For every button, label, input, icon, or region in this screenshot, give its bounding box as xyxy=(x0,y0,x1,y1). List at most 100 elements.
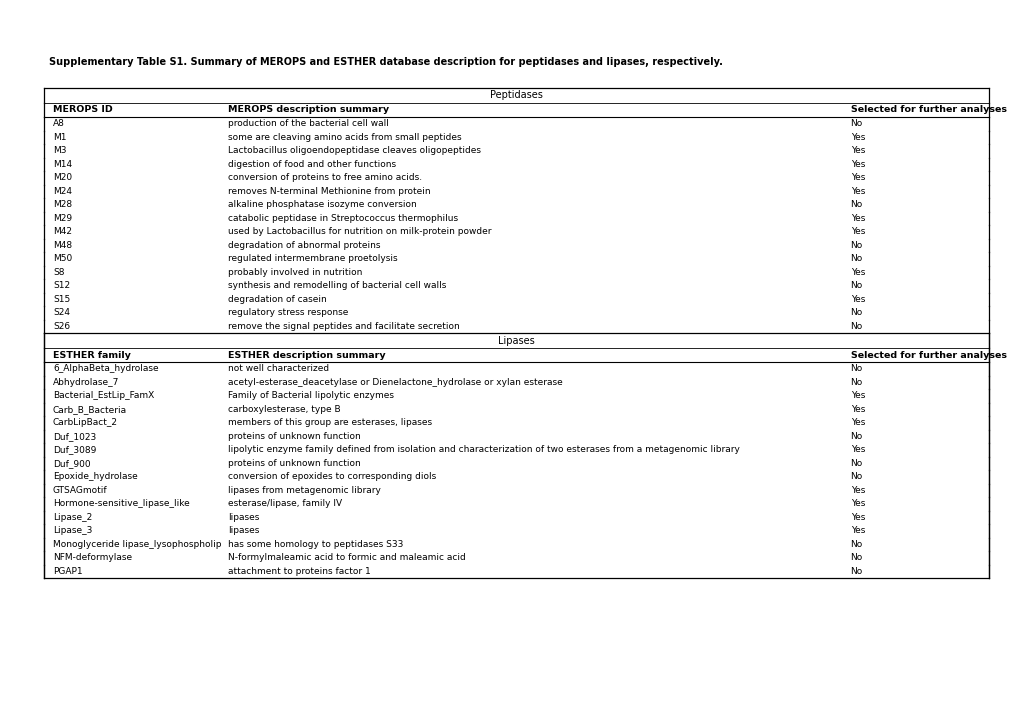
Text: CarbLipBact_2: CarbLipBact_2 xyxy=(53,418,118,427)
Text: Yes: Yes xyxy=(850,146,864,156)
Text: Yes: Yes xyxy=(850,405,864,414)
Text: members of this group are esterases, lipases: members of this group are esterases, lip… xyxy=(228,418,432,427)
Text: M1: M1 xyxy=(53,132,66,142)
Text: No: No xyxy=(850,553,862,562)
Text: MEROPS ID: MEROPS ID xyxy=(53,106,113,114)
Text: Lipases: Lipases xyxy=(497,336,535,346)
Text: lipases: lipases xyxy=(228,526,260,535)
Text: acetyl-esterase_deacetylase or Dienelactone_hydrolase or xylan esterase: acetyl-esterase_deacetylase or Dienelact… xyxy=(228,378,562,387)
Text: Selected for further analyses: Selected for further analyses xyxy=(850,106,1006,114)
Text: Yes: Yes xyxy=(850,499,864,508)
Text: GTSAGmotif: GTSAGmotif xyxy=(53,486,107,495)
Text: Yes: Yes xyxy=(850,228,864,236)
Text: Yes: Yes xyxy=(850,132,864,142)
Text: catabolic peptidase in Streptococcus thermophilus: catabolic peptidase in Streptococcus the… xyxy=(228,214,459,222)
Text: has some homology to peptidases S33: has some homology to peptidases S33 xyxy=(228,540,404,549)
Text: Yes: Yes xyxy=(850,186,864,196)
Text: S26: S26 xyxy=(53,322,70,330)
Text: M20: M20 xyxy=(53,174,72,182)
Text: Family of Bacterial lipolytic enzymes: Family of Bacterial lipolytic enzymes xyxy=(228,391,394,400)
Text: 6_AlphaBeta_hydrolase: 6_AlphaBeta_hydrolase xyxy=(53,364,158,373)
Text: Yes: Yes xyxy=(850,268,864,276)
Text: No: No xyxy=(850,540,862,549)
Text: degradation of abnormal proteins: degradation of abnormal proteins xyxy=(228,240,380,250)
Text: No: No xyxy=(850,200,862,210)
Text: Bacterial_EstLip_FamX: Bacterial_EstLip_FamX xyxy=(53,391,154,400)
Text: synthesis and remodelling of bacterial cell walls: synthesis and remodelling of bacterial c… xyxy=(228,282,446,290)
Text: S15: S15 xyxy=(53,294,70,304)
Text: Selected for further analyses: Selected for further analyses xyxy=(850,351,1006,359)
Text: M29: M29 xyxy=(53,214,72,222)
Text: No: No xyxy=(850,282,862,290)
Text: Yes: Yes xyxy=(850,418,864,427)
Text: not well characterized: not well characterized xyxy=(228,364,329,373)
Text: PGAP1: PGAP1 xyxy=(53,567,83,576)
Text: production of the bacterial cell wall: production of the bacterial cell wall xyxy=(228,120,389,128)
Text: M24: M24 xyxy=(53,186,72,196)
Text: alkaline phosphatase isozyme conversion: alkaline phosphatase isozyme conversion xyxy=(228,200,417,210)
Text: No: No xyxy=(850,378,862,387)
Text: Monoglyceride lipase_lysophospholip: Monoglyceride lipase_lysophospholip xyxy=(53,540,221,549)
Text: Yes: Yes xyxy=(850,174,864,182)
Text: N-formylmaleamic acid to formic and maleamic acid: N-formylmaleamic acid to formic and male… xyxy=(228,553,466,562)
Text: No: No xyxy=(850,432,862,441)
Text: lipases: lipases xyxy=(228,513,260,522)
Text: some are cleaving amino acids from small peptides: some are cleaving amino acids from small… xyxy=(228,132,462,142)
Text: Yes: Yes xyxy=(850,526,864,535)
Text: S8: S8 xyxy=(53,268,64,276)
Text: conversion of epoxides to corresponding diols: conversion of epoxides to corresponding … xyxy=(228,472,436,481)
Text: No: No xyxy=(850,120,862,128)
Text: MEROPS description summary: MEROPS description summary xyxy=(228,106,389,114)
Text: M28: M28 xyxy=(53,200,72,210)
Text: Yes: Yes xyxy=(850,214,864,222)
Text: S12: S12 xyxy=(53,282,70,290)
Text: lipolytic enzyme family defined from isolation and characterization of two ester: lipolytic enzyme family defined from iso… xyxy=(228,445,740,454)
Text: M50: M50 xyxy=(53,254,72,264)
Text: Duf_1023: Duf_1023 xyxy=(53,432,96,441)
Text: No: No xyxy=(850,567,862,576)
Text: Abhydrolase_7: Abhydrolase_7 xyxy=(53,378,119,387)
Text: conversion of proteins to free amino acids.: conversion of proteins to free amino aci… xyxy=(228,174,422,182)
Text: Epoxide_hydrolase: Epoxide_hydrolase xyxy=(53,472,138,481)
Text: lipases from metagenomic library: lipases from metagenomic library xyxy=(228,486,381,495)
Text: attachment to proteins factor 1: attachment to proteins factor 1 xyxy=(228,567,371,576)
Text: Yes: Yes xyxy=(850,486,864,495)
Text: No: No xyxy=(850,472,862,481)
Text: proteins of unknown function: proteins of unknown function xyxy=(228,459,361,468)
Text: Yes: Yes xyxy=(850,513,864,522)
Text: carboxylesterase, type B: carboxylesterase, type B xyxy=(228,405,340,414)
Text: NFM-deformylase: NFM-deformylase xyxy=(53,553,131,562)
Text: M3: M3 xyxy=(53,146,66,156)
Text: No: No xyxy=(850,322,862,330)
Text: Yes: Yes xyxy=(850,294,864,304)
Text: No: No xyxy=(850,459,862,468)
Text: No: No xyxy=(850,254,862,264)
Text: Lipase_3: Lipase_3 xyxy=(53,526,93,535)
Text: probably involved in nutrition: probably involved in nutrition xyxy=(228,268,363,276)
Text: S24: S24 xyxy=(53,308,70,318)
Text: esterase/lipase, family IV: esterase/lipase, family IV xyxy=(228,499,342,508)
Text: Lactobacillus oligoendopeptidase cleaves oligopeptides: Lactobacillus oligoendopeptidase cleaves… xyxy=(228,146,481,156)
Text: digestion of food and other functions: digestion of food and other functions xyxy=(228,160,396,168)
Text: Lipase_2: Lipase_2 xyxy=(53,513,92,522)
Text: A8: A8 xyxy=(53,120,65,128)
Text: M48: M48 xyxy=(53,240,72,250)
Text: regulated intermembrane proetolysis: regulated intermembrane proetolysis xyxy=(228,254,397,264)
Text: M42: M42 xyxy=(53,228,72,236)
Text: No: No xyxy=(850,240,862,250)
Text: removes N-terminal Methionine from protein: removes N-terminal Methionine from prote… xyxy=(228,186,431,196)
Text: Carb_B_Bacteria: Carb_B_Bacteria xyxy=(53,405,127,414)
Text: ESTHER family: ESTHER family xyxy=(53,351,130,359)
Text: Yes: Yes xyxy=(850,391,864,400)
Text: Supplementary Table S1. Summary of MEROPS and ESTHER database description for pe: Supplementary Table S1. Summary of MEROP… xyxy=(49,57,722,67)
Text: degradation of casein: degradation of casein xyxy=(228,294,327,304)
Text: Peptidases: Peptidases xyxy=(490,91,542,101)
Text: Yes: Yes xyxy=(850,445,864,454)
Text: remove the signal peptides and facilitate secretion: remove the signal peptides and facilitat… xyxy=(228,322,460,330)
Text: Yes: Yes xyxy=(850,160,864,168)
Text: Duf_900: Duf_900 xyxy=(53,459,91,468)
Text: proteins of unknown function: proteins of unknown function xyxy=(228,432,361,441)
Text: regulatory stress response: regulatory stress response xyxy=(228,308,348,318)
Text: Duf_3089: Duf_3089 xyxy=(53,445,96,454)
Text: No: No xyxy=(850,308,862,318)
